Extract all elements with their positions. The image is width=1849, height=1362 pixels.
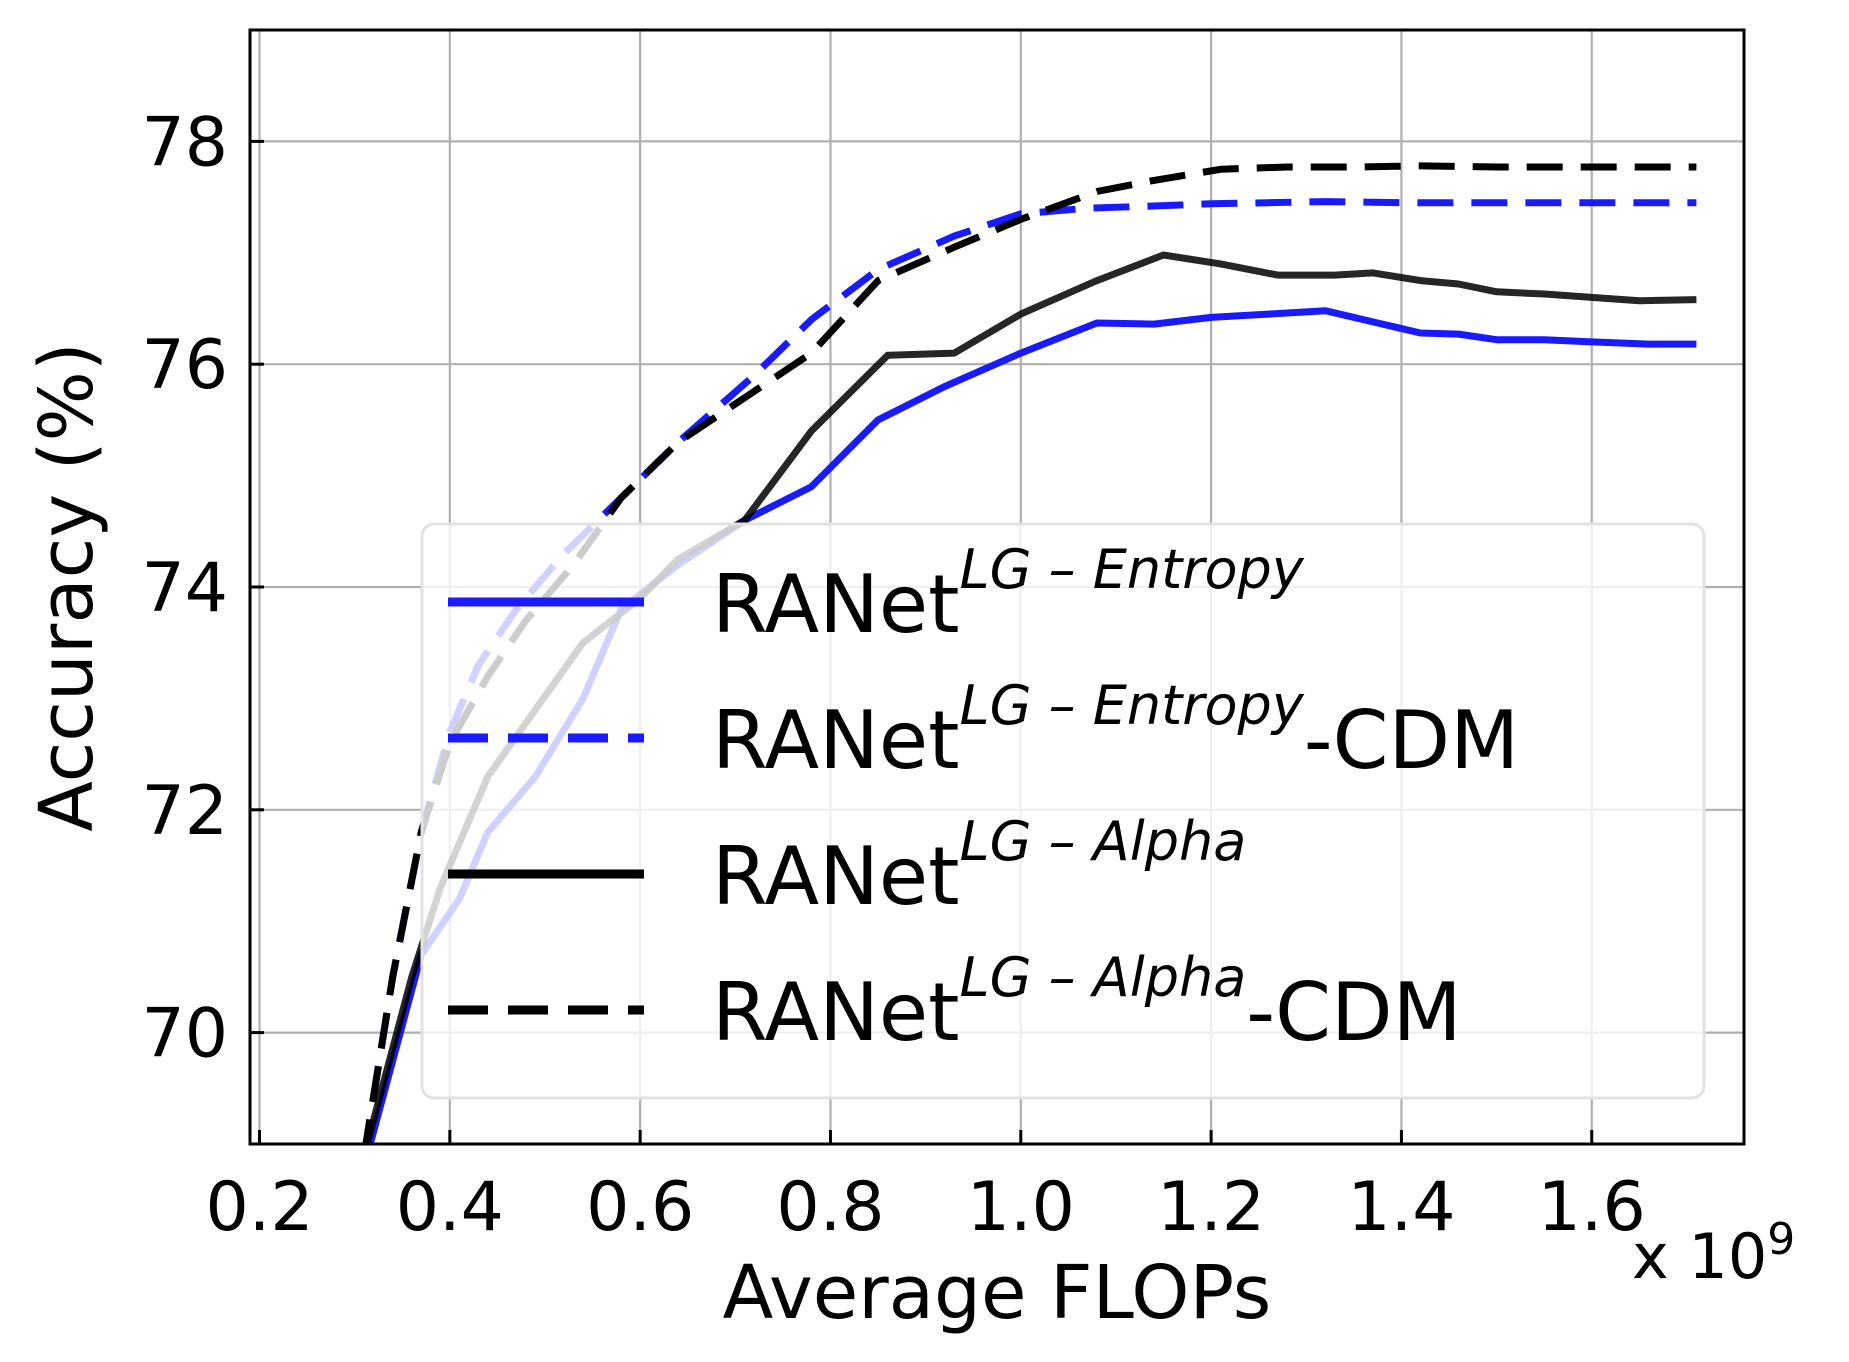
y-tick-label: 74 (141, 549, 228, 628)
legend-label-main: RANet (712, 830, 960, 923)
legend-label-superscript: LG – Alpha (960, 946, 1247, 1009)
legend-label-4: RANetLG – Alpha-CDM (712, 946, 1462, 1059)
y-tick-label: 76 (141, 326, 228, 405)
legend-label-suffix: -CDM (1304, 694, 1519, 787)
x-tick-label: 0.4 (396, 1168, 504, 1247)
legend-box (420, 522, 1706, 1100)
legend-label-main: RANet (712, 966, 960, 1059)
x-axis-offset-label: x 109 (1632, 1214, 1795, 1293)
x-tick-label: 0.2 (205, 1168, 313, 1247)
x-tick-label: 1.0 (967, 1168, 1075, 1247)
x-offset-prefix: x 10 (1632, 1220, 1767, 1293)
y-tick-label: 72 (141, 772, 228, 851)
x-tick-label: 1.4 (1347, 1168, 1455, 1247)
legend-label-suffix: -CDM (1246, 966, 1461, 1059)
legend-label-superscript: LG – Entropy (960, 538, 1305, 601)
legend-label-main: RANet (712, 558, 960, 651)
y-tick-label: 70 (141, 995, 228, 1074)
y-tick-label: 78 (141, 103, 228, 182)
x-axis-label: Average FLOPs (723, 1250, 1272, 1336)
y-axis-label: Accuracy (%) (24, 342, 110, 831)
legend-label-main: RANet (712, 694, 960, 787)
legend-label-2: RANetLG – Entropy-CDM (712, 674, 1519, 787)
x-offset-exponent: 9 (1767, 1214, 1795, 1265)
legend-label-superscript: LG – Alpha (960, 810, 1247, 873)
x-tick-label: 1.6 (1538, 1168, 1646, 1247)
legend-label-3: RANetLG – Alpha (712, 810, 1246, 923)
axis-text: Average FLOPs Accuracy (%) x 109 (24, 342, 1795, 1336)
legend-label-1: RANetLG – Entropy (712, 538, 1305, 651)
x-tick-label: 0.6 (586, 1168, 694, 1247)
axes: 0.2 0.4 0.6 0.8 1.0 1.2 1.4 1.6 70 72 74 76 78 (141, 28, 1746, 1247)
x-tick-label: 1.2 (1157, 1168, 1265, 1247)
series-line-4 (362, 162, 1697, 1144)
x-tick-label: 0.8 (776, 1168, 884, 1247)
legend-label-superscript: LG – Entropy (960, 674, 1305, 737)
